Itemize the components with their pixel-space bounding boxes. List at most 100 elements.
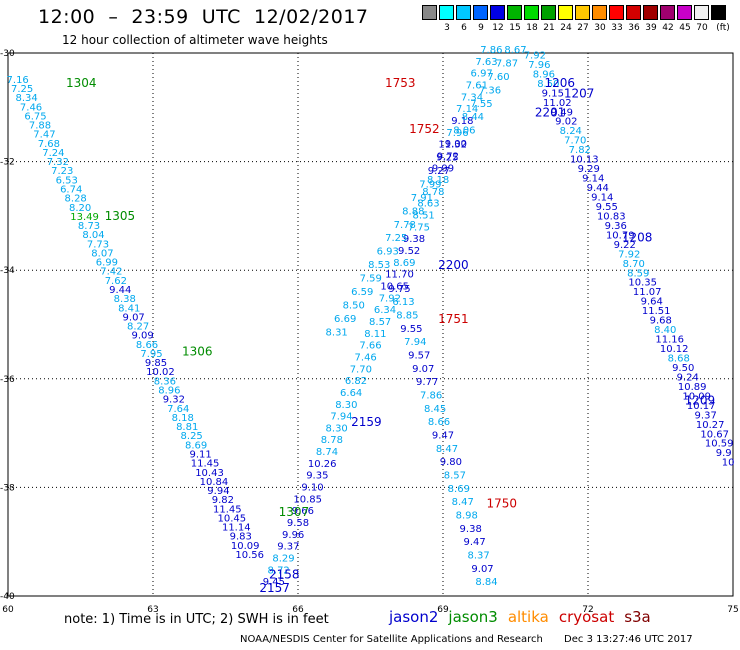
swh-value: 8.53 — [368, 260, 390, 271]
swh-value: 6.53 — [56, 175, 78, 186]
swh-value: 6.69 — [334, 314, 356, 325]
swh-value: 9.10 — [301, 483, 323, 494]
credit-line: NOAA/NESDIS Center for Satellite Applica… — [240, 634, 693, 645]
swh-value: 8.47 — [436, 444, 458, 455]
y-tick-label: -40 — [0, 592, 15, 602]
colorbar-label: 6 — [461, 23, 467, 33]
colorbar-swatch — [677, 5, 692, 20]
colorbar-label: 18 — [526, 23, 538, 33]
swh-value: 9.64 — [641, 297, 663, 308]
swh-value: 7.32 — [47, 157, 69, 168]
swh-value: 9.15 — [542, 88, 564, 99]
swh-value: 8.11 — [364, 329, 386, 340]
swh-value: 9.44 — [587, 183, 609, 194]
colorbar-swatch — [643, 5, 658, 20]
colorbar-label: 30 — [594, 23, 606, 33]
swh-value: 8.18 — [172, 413, 194, 424]
swh-value: 8.74 — [316, 447, 338, 458]
swh-value: 8.45 — [424, 404, 446, 415]
legend-cryosat: cryosat — [558, 608, 615, 626]
swh-value: 7.73 — [87, 239, 109, 250]
swh-value: 8.63 — [417, 199, 439, 210]
legend-jason3: jason3 — [448, 608, 498, 626]
swh-value: 8.72 — [268, 565, 290, 576]
swh-value: 8.24 — [560, 126, 582, 137]
swh-value: 8.57 — [369, 317, 391, 328]
colorbar-label: 9 — [478, 23, 484, 33]
swh-value: 8.69 — [393, 258, 415, 269]
swh-value: 8.67 — [504, 45, 526, 56]
swh-value: 8.47 — [452, 497, 474, 508]
swh-value: 6.74 — [60, 185, 82, 196]
swh-value: 10.65 — [380, 282, 409, 293]
swh-value: 8.28 — [65, 194, 87, 205]
colorbar-swatch — [660, 5, 675, 20]
swh-value: 7.14 — [456, 104, 478, 115]
swh-value: 7.24 — [42, 148, 64, 159]
swh-value: 7.47 — [33, 130, 55, 141]
swh-value: 7.64 — [167, 404, 189, 415]
track-time-label: 1207 — [564, 87, 595, 101]
swh-value: 6.34 — [374, 305, 396, 316]
swh-value: 8.36 — [154, 376, 176, 387]
swh-value: 10.67 — [700, 429, 729, 440]
swh-value: 10.59 — [705, 439, 734, 450]
swh-value: 9.37 — [695, 410, 717, 421]
swh-value: 10.85 — [293, 494, 322, 505]
swh-value: 9.09 — [131, 331, 153, 342]
track-time-label: 1305 — [105, 209, 136, 223]
swh-value: 9.32 — [163, 395, 185, 406]
swh-value: 10.09 — [682, 391, 711, 402]
track-time-label: 1209 — [685, 394, 716, 408]
swh-value: 8.69 — [448, 484, 470, 495]
swh-value: 10.02 — [146, 367, 175, 378]
swh-value: 7.36 — [479, 85, 501, 96]
swh-value: 8.04 — [82, 230, 104, 241]
swh-value: 9.72 — [437, 151, 459, 162]
swh-value: 8.44 — [462, 112, 484, 123]
swh-value: 7.46 — [20, 102, 42, 113]
swh-value: 7.94 — [330, 412, 352, 423]
colorbar-swatch — [507, 5, 522, 20]
y-tick-label: -36 — [0, 375, 15, 385]
swh-value: 7.82 — [569, 145, 591, 156]
swh-value: 8.06 — [453, 126, 475, 137]
legend-altika: altika — [507, 608, 549, 626]
y-tick-label: -34 — [0, 266, 15, 276]
swh-value: 7.70 — [564, 136, 586, 147]
swh-value: 7.78 — [394, 220, 416, 231]
swh-value: 8.69 — [185, 440, 207, 451]
track-time-label: 1304 — [66, 76, 97, 90]
track-time-label: 1752 — [409, 122, 440, 136]
swh-value: 9.07 — [123, 312, 145, 323]
swh-value: 7.94 — [404, 337, 426, 348]
y-tick-label: -38 — [0, 483, 15, 493]
swh-value: 7.60 — [487, 72, 509, 83]
swh-value: 7.96 — [528, 60, 550, 71]
swh-value: 7.42 — [100, 267, 122, 278]
swh-value: 6.13 — [392, 297, 414, 308]
swh-value: 7.96 — [446, 128, 468, 139]
swh-value: 8.30 — [335, 400, 357, 411]
swh-value: 9.55 — [596, 202, 618, 213]
swh-value: 9.38 — [460, 524, 482, 535]
colorbar-swatch — [473, 5, 488, 20]
swh-value: 9.99 — [432, 163, 454, 174]
swh-value: 9.68 — [650, 316, 672, 327]
colorbar-label: 70 — [696, 23, 708, 33]
swh-value: 9.49 — [551, 107, 573, 118]
page-title: 12:00 – 23:59 UTC 12/02/2017 — [38, 6, 369, 28]
swh-value: 8.88 — [402, 206, 424, 217]
swh-value: 9.45 — [263, 577, 285, 588]
swh-value: 9.27 — [428, 166, 450, 177]
swh-value: 8.78 — [422, 187, 444, 198]
swh-value: 11.51 — [642, 306, 671, 317]
swh-value: 10.56 — [235, 550, 264, 561]
swh-value: 8.25 — [181, 431, 203, 442]
swh-value: 7.75 — [408, 222, 430, 233]
swh-value: 9.24 — [677, 372, 699, 383]
swh-value: 8.59 — [627, 268, 649, 279]
swh-value: 10.84 — [200, 477, 229, 488]
swh-value: 10 — [722, 458, 735, 469]
swh-value: 7.63 — [475, 57, 497, 68]
